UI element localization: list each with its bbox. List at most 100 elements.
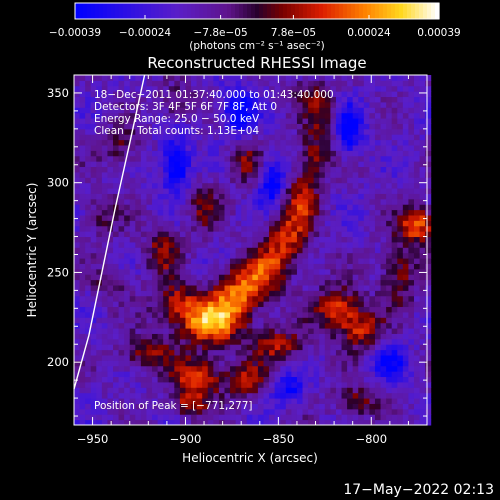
x-tick-label: −800 <box>355 432 387 446</box>
heatmap-cell <box>168 344 175 351</box>
heatmap-cell <box>140 145 147 151</box>
heatmap-cell <box>224 371 231 378</box>
heatmap-cell <box>263 91 270 98</box>
heatmap-cell <box>135 225 142 232</box>
heatmap-cell <box>380 263 387 270</box>
heatmap-cell <box>358 306 365 313</box>
heatmap-cell <box>369 349 376 356</box>
heatmap-cell <box>218 150 225 157</box>
heatmap-cell <box>118 349 125 356</box>
heatmap-cell <box>224 290 231 297</box>
heatmap-cell <box>101 241 108 248</box>
colorbar-cell <box>87 3 92 19</box>
heatmap-cell <box>135 139 142 146</box>
heatmap-cell <box>397 177 404 184</box>
heatmap-cell <box>107 85 114 92</box>
heatmap-cell <box>174 220 181 227</box>
heatmap-cell <box>263 365 270 372</box>
heatmap-cell <box>274 220 281 227</box>
heatmap-cell <box>107 209 114 216</box>
heatmap-cell <box>107 220 114 227</box>
heatmap-cell <box>263 188 270 194</box>
heatmap-cell <box>235 166 242 173</box>
heatmap-cell <box>291 209 298 216</box>
heatmap-cell <box>241 414 248 421</box>
heatmap-cell <box>369 338 376 345</box>
heatmap-cell <box>129 365 136 372</box>
heatmap-cell <box>319 371 326 378</box>
heatmap-cell <box>419 155 426 162</box>
heatmap-cell <box>140 295 147 302</box>
heatmap-cell <box>196 209 203 216</box>
heatmap-cell <box>124 166 131 173</box>
heatmap-cell <box>179 128 186 135</box>
heatmap-cell <box>391 75 398 81</box>
heatmap-cell <box>90 295 97 302</box>
heatmap-cell <box>246 252 253 259</box>
heatmap-cell <box>179 123 186 130</box>
heatmap-cell <box>113 349 120 356</box>
heatmap-cell <box>352 236 359 243</box>
heatmap-cell <box>146 247 153 254</box>
heatmap-cell <box>330 182 337 189</box>
heatmap-cell <box>308 322 315 329</box>
heatmap-cell <box>352 279 359 286</box>
heatmap-cell <box>185 365 192 372</box>
heatmap-cell <box>308 381 315 388</box>
heatmap-cell <box>257 155 264 162</box>
heatmap-cell <box>146 306 153 313</box>
heatmap-cell <box>408 96 415 103</box>
heatmap-cell <box>191 209 198 216</box>
heatmap-cell <box>374 338 382 345</box>
heatmap-cell <box>313 279 320 286</box>
heatmap-cell <box>235 295 242 302</box>
heatmap-cell <box>79 419 86 426</box>
heatmap-cell <box>308 414 315 421</box>
heatmap-cell <box>324 188 331 194</box>
heatmap-cell <box>85 274 92 281</box>
heatmap-cell <box>185 166 192 173</box>
heatmap-cell <box>235 322 242 329</box>
heatmap-cell <box>419 215 426 221</box>
heatmap-cell <box>135 290 142 297</box>
heatmap-cell <box>324 344 331 351</box>
heatmap-cell <box>269 295 276 302</box>
heatmap-cell <box>163 263 170 270</box>
heatmap-cell <box>285 306 292 313</box>
heatmap-cell <box>335 85 343 92</box>
heatmap-cell <box>152 263 159 270</box>
heatmap-cell <box>85 80 92 87</box>
heatmap-cell <box>157 107 164 114</box>
heatmap-cell <box>280 225 287 232</box>
heatmap-cell <box>85 91 92 98</box>
heatmap-cell <box>285 139 292 146</box>
heatmap-cell <box>129 204 136 211</box>
heatmap-cell <box>202 182 209 189</box>
heatmap-cell <box>163 387 170 394</box>
heatmap-cell <box>152 333 159 340</box>
heatmap-cell <box>302 381 309 388</box>
heatmap-cell <box>163 398 170 404</box>
heatmap-cell <box>79 317 86 324</box>
heatmap-cell <box>363 290 370 297</box>
heatmap-cell <box>408 231 415 238</box>
heatmap-cell <box>152 198 159 205</box>
heatmap-cell <box>196 134 203 141</box>
heatmap-cell <box>358 414 365 421</box>
heatmap-cell <box>280 392 287 399</box>
heatmap-cell <box>274 387 281 394</box>
heatmap-cell <box>179 419 186 426</box>
heatmap-cell <box>263 360 270 367</box>
heatmap-cell <box>90 392 97 399</box>
heatmap-cell <box>207 258 214 264</box>
heatmap-cell <box>246 398 253 404</box>
heatmap-cell <box>341 408 348 415</box>
heatmap-cell <box>74 85 81 92</box>
heatmap-cell <box>363 198 370 205</box>
colorbar-cell <box>359 3 364 19</box>
heatmap-cell <box>296 236 304 243</box>
heatmap-cell <box>174 306 181 313</box>
heatmap-cell <box>352 75 359 81</box>
heatmap-cell <box>291 225 298 232</box>
heatmap-cell <box>224 355 231 361</box>
